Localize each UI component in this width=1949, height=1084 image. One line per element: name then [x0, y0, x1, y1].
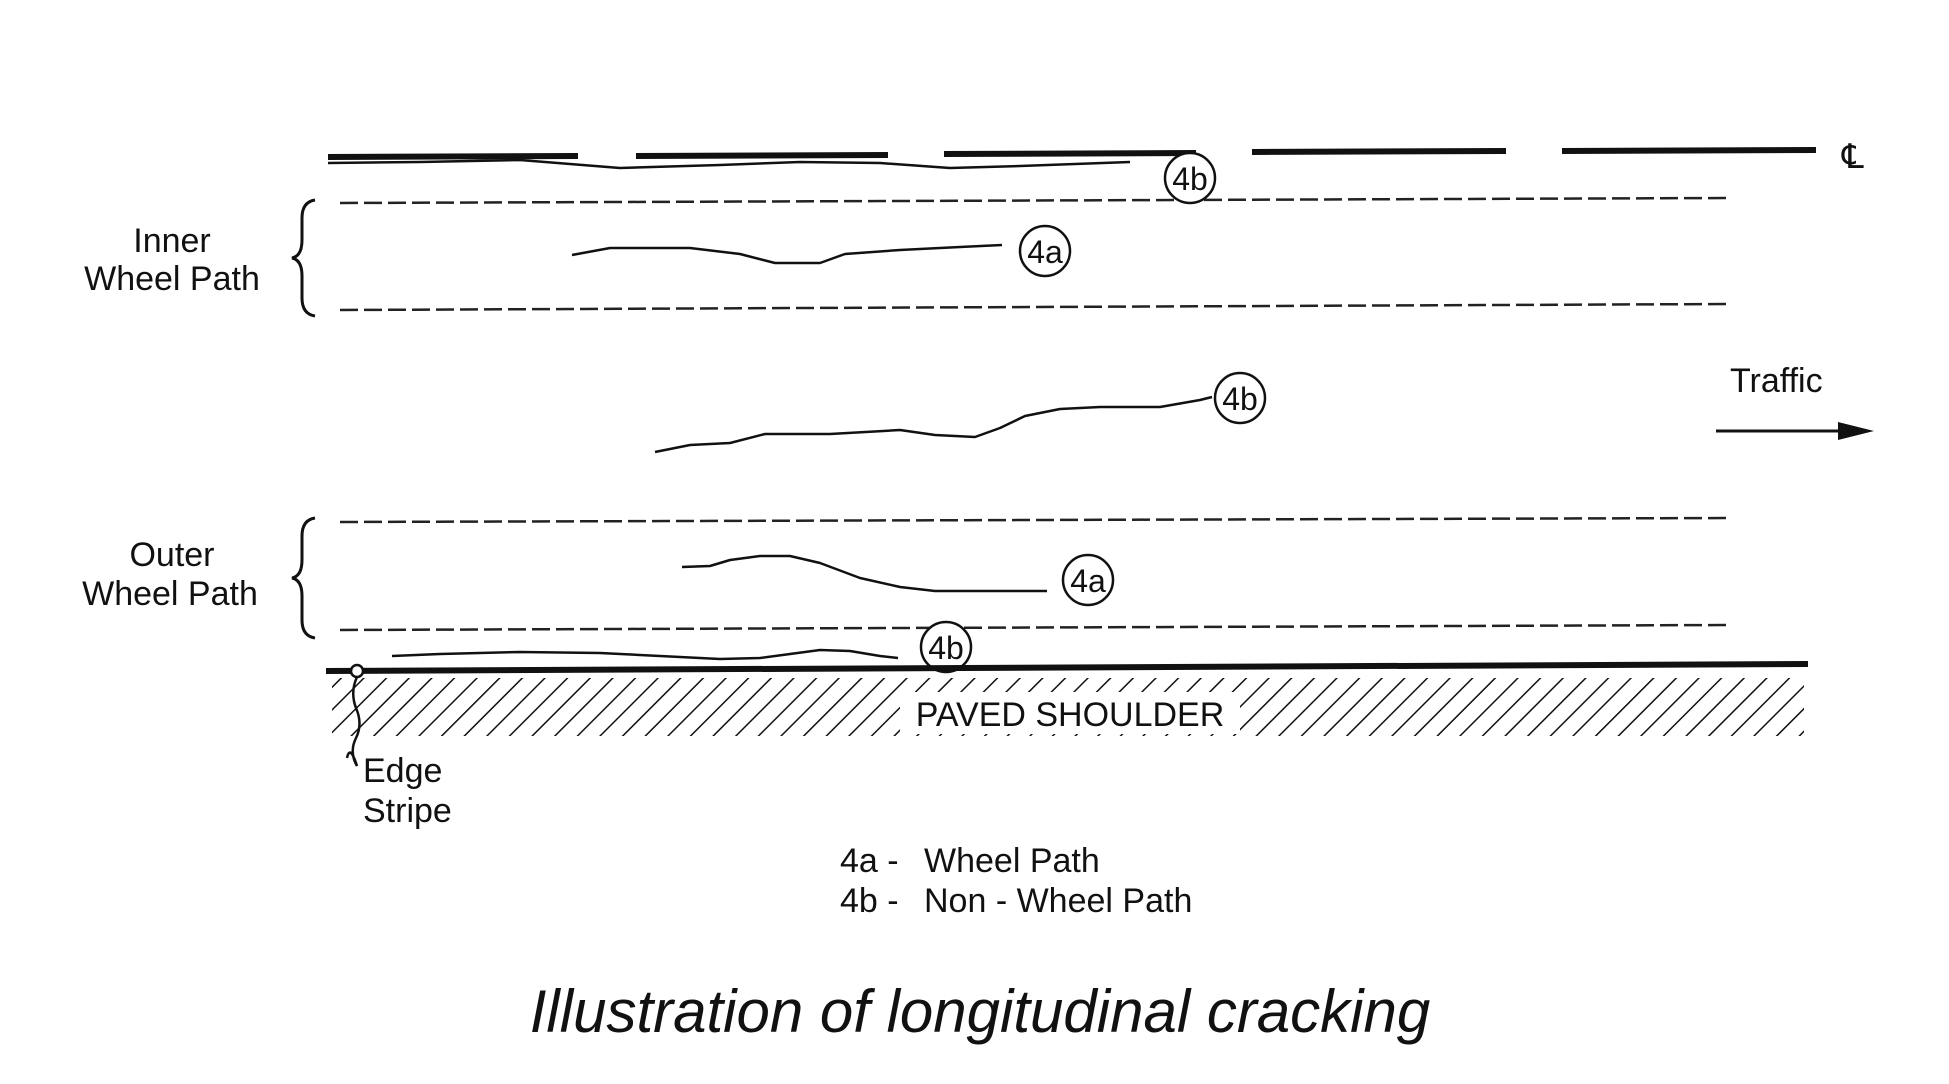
- legend-text-4a: Wheel Path: [924, 842, 1100, 880]
- crack-marker-inner-path: 4a: [1018, 224, 1072, 278]
- inner-wheel-path-brace: [291, 198, 316, 318]
- crack-marker-outer-path: 4a: [1061, 553, 1115, 607]
- diagram-title: Illustration of longitudinal cracking: [530, 978, 1431, 1045]
- outer-wheel-path-brace: [291, 516, 316, 640]
- legend-text-4b: Non - Wheel Path: [924, 882, 1192, 920]
- inner-path-crack: [571, 243, 1003, 265]
- edge-stripe-line: [325, 661, 1809, 674]
- crack-marker-mid-lane-label: 4b: [1222, 381, 1258, 417]
- traffic-arrow-icon: [1716, 422, 1874, 440]
- paved-shoulder-label-background: [900, 692, 1240, 734]
- crack-marker-edge-label: 4b: [928, 630, 964, 666]
- outer-path-crack: [681, 554, 1047, 593]
- mid-lane-crack: [654, 395, 1213, 454]
- inner-wheel-path-lines: [339, 196, 1731, 312]
- legend-code-4a: 4a -: [840, 842, 899, 880]
- paved-shoulder-label: PAVED SHOULDER: [916, 696, 1225, 734]
- crack-marker-edge: 4b: [919, 620, 973, 674]
- centerline: [327, 147, 1817, 160]
- edge-stripe-label-line1: Edge: [363, 752, 442, 790]
- edge-crack: [391, 648, 899, 661]
- crack-marker-centerline: 4b: [1163, 151, 1217, 205]
- outer-wheel-path-label-line1: Outer: [129, 536, 214, 574]
- outer-wheel-path-lines: [339, 516, 1731, 632]
- legend: 4a - Wheel Path 4b - Non - Wheel Path: [840, 842, 1192, 920]
- traffic-label: Traffic: [1730, 362, 1823, 400]
- legend-code-4b: 4b -: [840, 882, 899, 920]
- outer-wheel-path-label-line2: Wheel Path: [82, 575, 258, 613]
- crack-marker-mid-lane: 4b: [1213, 371, 1267, 425]
- inner-wheel-path-label-line1: Inner: [133, 222, 211, 260]
- centerline-symbol: ℄: [1841, 138, 1864, 176]
- inner-wheel-path-label-line2: Wheel Path: [84, 260, 260, 298]
- centerline-crack: [327, 158, 1131, 170]
- edge-stripe-callout-dot: [349, 663, 365, 679]
- crack-marker-inner-path-label: 4a: [1027, 234, 1063, 270]
- edge-stripe-label-line2: Stripe: [363, 792, 452, 830]
- crack-marker-centerline-label: 4b: [1172, 161, 1208, 197]
- crack-marker-outer-path-label: 4a: [1070, 563, 1106, 599]
- edge-stripe-leader-line: [345, 676, 361, 767]
